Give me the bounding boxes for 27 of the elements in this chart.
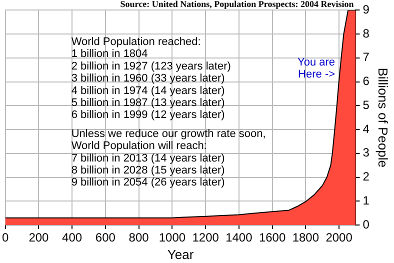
y-tick-label: 9	[362, 2, 370, 17]
x-tick-label: 1200	[192, 230, 220, 245]
y-tick-label: 8	[362, 26, 370, 40]
y-tick-label: 2	[362, 170, 370, 184]
annotation: You are Here ->	[298, 56, 336, 81]
y-axis-title: Billions of People	[376, 68, 391, 168]
source-note: Source: United Nations, Population Prospects: 2004 Revision	[120, 0, 354, 10]
x-tick-label: 1600	[258, 230, 286, 245]
y-tick-label: 6	[362, 74, 370, 88]
annotation: Unless we reduce our growth rate soon, World Population will reach: 7 billion in 2013 (14 years later) 8 billion in 2028 (15 years later) 9 billion in 2054 (26 years later)	[71, 128, 266, 189]
x-tick-label: 1800	[292, 230, 320, 245]
y-tick-label: 5	[362, 98, 370, 112]
x-tick-label: 1000	[158, 230, 186, 245]
y-tick-label: 0	[362, 217, 370, 232]
x-axis-title: Year	[167, 246, 194, 262]
x-tick-label: 400	[62, 230, 82, 245]
annotation: World Population reached: 1 billion in 1804 2 billion in 1927 (123 years later) 3 billion in 1960 (33 years later) 4 billion in 1974 (14 years later) 5 billion in 1987 (13 years later) 6 billion in 1999 (12 years later)	[71, 36, 231, 122]
x-tick-label: 600	[95, 230, 116, 245]
x-tick-label: 0	[2, 230, 9, 245]
y-tick-label: 1	[362, 193, 370, 208]
x-tick-label: 800	[128, 230, 150, 245]
x-tick-label: 1400	[226, 230, 253, 245]
y-tick-label: 3	[362, 146, 370, 160]
y-tick-label: 4	[362, 122, 370, 136]
x-tick-label: 2000	[326, 230, 353, 245]
x-tick-label: 200	[28, 230, 50, 245]
y-tick-label: 7	[362, 50, 370, 64]
